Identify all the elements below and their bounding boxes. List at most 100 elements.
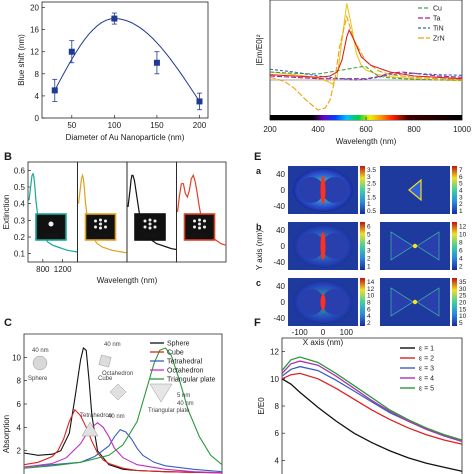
nanoparticle-dot <box>99 218 102 222</box>
y-tick-label: 40 <box>276 226 285 235</box>
y-tick-label: 0.3 <box>14 216 26 225</box>
nanoparticle-dot <box>48 221 54 227</box>
colorbar-tick-label: 8 <box>367 300 371 307</box>
y-tick-label: 0 <box>281 298 286 307</box>
x-tick-label: 800 <box>36 265 50 274</box>
legend-label: Tetrahedral <box>167 359 202 366</box>
y-tick-label: 6 <box>17 400 22 409</box>
y-tick-label: 4 <box>275 456 280 465</box>
series-line <box>281 372 463 445</box>
y-tick-label: 16 <box>30 26 39 35</box>
hotspot <box>320 232 326 260</box>
data-point <box>153 59 160 66</box>
data-point <box>51 87 58 94</box>
colorbar-tick-label: 6 <box>459 248 463 255</box>
colorbar-tick-label: 2 <box>367 320 371 327</box>
nanoparticle-dot <box>153 219 157 223</box>
particle-right <box>322 289 348 315</box>
hotspot <box>412 299 418 305</box>
y-tick-label: 0 <box>35 114 40 123</box>
y-tick-label: 6 <box>275 429 280 438</box>
legend-label: ε = 3 <box>419 366 434 373</box>
colorbar <box>452 166 457 214</box>
colorbar-tick-label: 2 <box>459 264 463 271</box>
legend-label: Octahedron <box>167 368 204 375</box>
nanoparticle-dot <box>143 219 147 223</box>
y-tick-label: 4 <box>35 92 40 101</box>
shape-annotation: Cube <box>98 376 113 382</box>
shape-annotation: 40 nm <box>104 342 121 348</box>
x-axis-label: Wavelength (nm) <box>97 276 158 285</box>
colorbar-tick-label: 12 <box>459 224 467 231</box>
nanoparticle-dot <box>143 225 147 229</box>
y-tick-label: 4 <box>17 423 22 432</box>
colorbar <box>360 278 365 326</box>
colorbar-tick-label: 10 <box>367 293 375 300</box>
x-tick-label: 150 <box>150 121 164 130</box>
y-tick-label: -40 <box>273 314 285 323</box>
particle-right <box>322 233 348 259</box>
particle-right <box>322 177 348 203</box>
series-line <box>270 71 462 80</box>
colorbar-tick-label: 0.5 <box>367 208 376 215</box>
colorbar-tick-label: 25 <box>459 293 467 300</box>
series-line <box>270 14 462 111</box>
particle-left <box>298 289 324 315</box>
y-tick-label: 2 <box>17 447 22 456</box>
series-line <box>23 429 223 473</box>
y-tick-label: 0.1 <box>14 250 26 259</box>
y-tick-label: 20 <box>30 4 39 13</box>
y-tick-label: 0.6 <box>14 166 26 175</box>
y-tick-label: 12 <box>270 348 279 357</box>
cube-shape-icon <box>98 354 112 368</box>
colorbar-tick-label: 2 <box>459 201 463 208</box>
nanoparticle-dot <box>153 225 157 229</box>
y-tick-label: 10 <box>270 375 279 384</box>
x-tick-label: 600 <box>359 125 373 134</box>
shape-annotation: Octahedron <box>102 371 133 377</box>
series-line <box>23 421 223 474</box>
colorbar-tick-label: 5 <box>367 232 371 239</box>
legend-label: ZrN <box>433 36 445 43</box>
colorbar <box>360 166 365 214</box>
nanoparticle-dot <box>148 222 152 226</box>
tetrahedron-shape-icon <box>81 421 99 437</box>
data-point <box>68 48 75 55</box>
legend-label: Sphere <box>167 341 190 348</box>
y-tick-label: 0.5 <box>14 183 26 192</box>
octahedron-shape-icon <box>109 383 127 401</box>
nanoparticle-dot <box>104 219 107 223</box>
y-tick-label: -40 <box>273 202 285 211</box>
x-tick-label: 200 <box>193 121 207 130</box>
colorbar-tick-label: 6 <box>459 174 463 181</box>
legend-label: ε = 1 <box>419 346 434 353</box>
series-line <box>270 28 462 80</box>
colorbar-tick-label: 4 <box>367 313 371 320</box>
colorbar-tick-label: 3 <box>367 174 371 181</box>
nanoparticle-dot <box>193 225 196 229</box>
nanoparticle-dot <box>99 226 102 230</box>
colorbar-tick-label: 2 <box>367 256 371 263</box>
nanoparticle-dot <box>193 219 196 223</box>
bowtie-right <box>416 231 440 261</box>
y-tick-label: 0.4 <box>14 200 26 209</box>
shape-annotation: 5 nm <box>177 393 190 399</box>
row-letter: a <box>256 166 262 176</box>
colorbar-tick-label: 6 <box>367 224 371 231</box>
dimer-image <box>84 213 117 241</box>
panel-letter-e: E <box>254 151 261 163</box>
triangle-particle <box>408 178 422 202</box>
hotspot <box>320 294 326 310</box>
x-tick-label: 800 <box>407 125 421 134</box>
x-axis-label: X axis (nm) <box>303 338 344 347</box>
colorbar-tick-label: 1 <box>367 201 371 208</box>
colorbar-tick-label: 1 <box>367 264 371 271</box>
x-axis-label: Wavelength (nm) <box>336 137 397 146</box>
colorbar-tick-label: 4 <box>459 188 463 195</box>
legend-label: Cu <box>433 6 442 13</box>
y-tick-label: 12 <box>30 48 39 57</box>
colorbar-tick-label: 15 <box>459 306 467 313</box>
triangle-plate-shape-icon <box>149 383 173 403</box>
row-letter: c <box>256 278 261 288</box>
nanoparticle-dot <box>94 225 97 229</box>
